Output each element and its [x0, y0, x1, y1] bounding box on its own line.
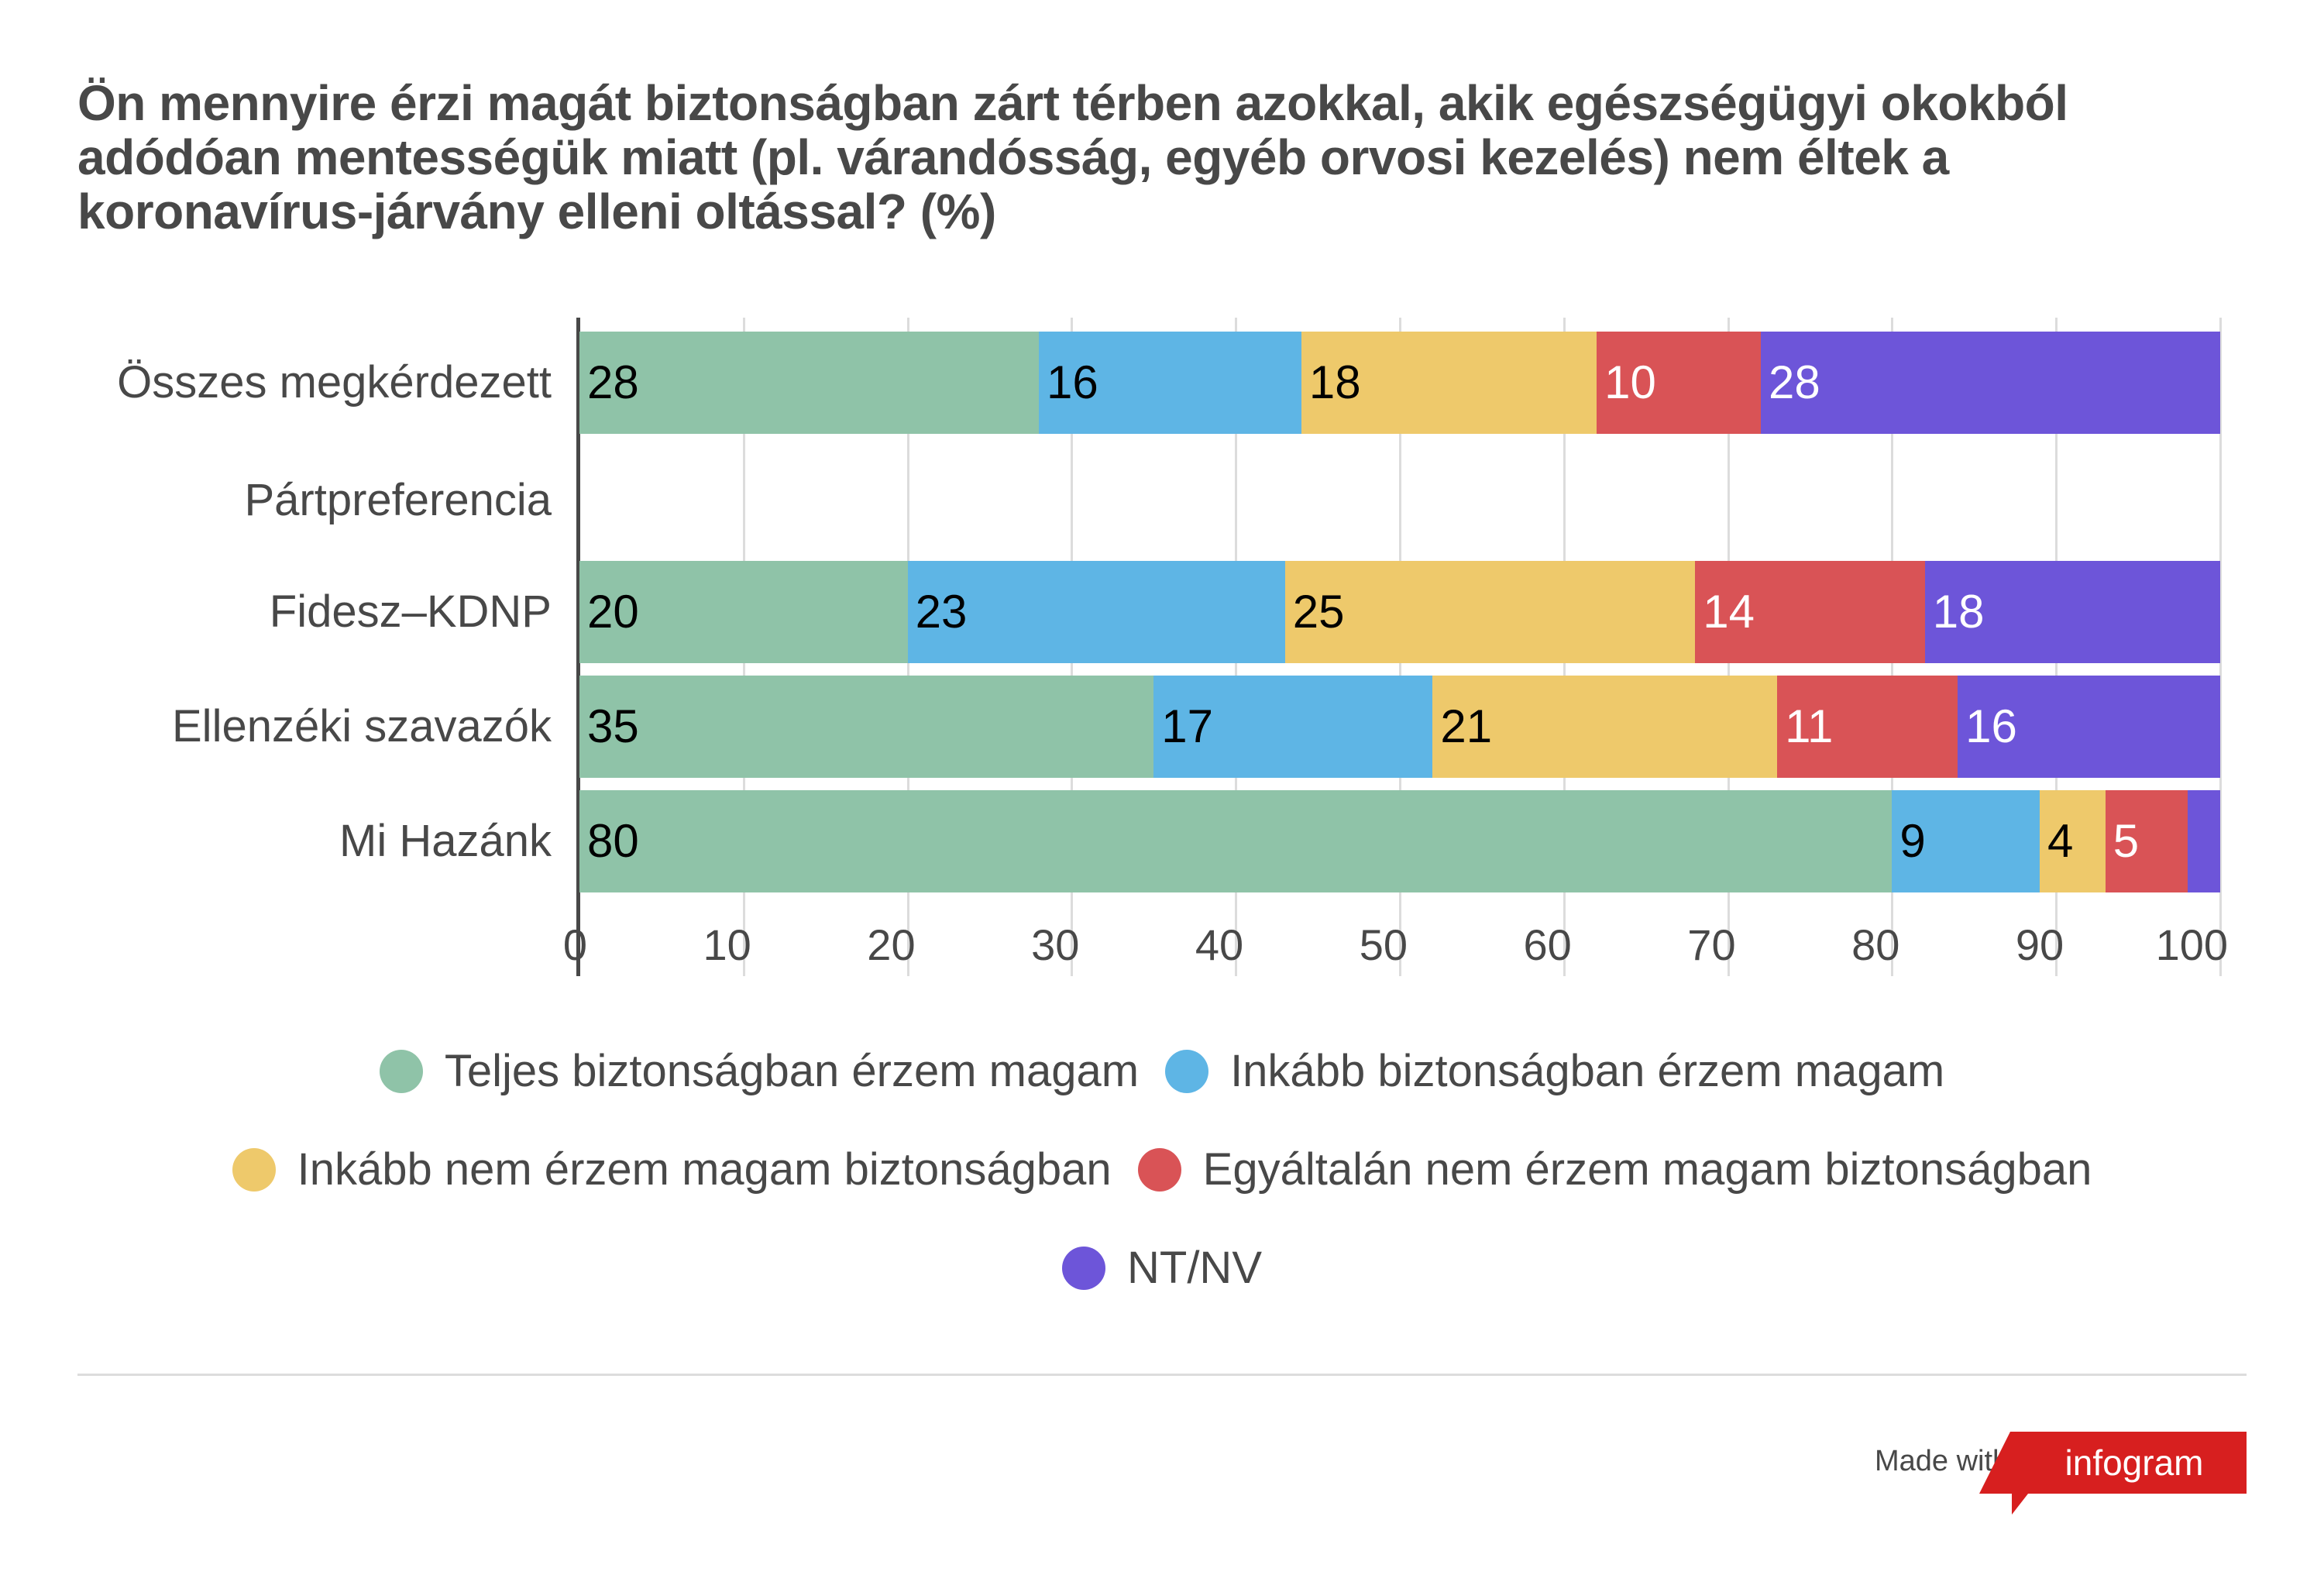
bar-value-label: 4	[2047, 815, 2074, 867]
x-tick-label: 80	[1851, 920, 1900, 969]
x-tick-label: 20	[867, 920, 916, 969]
legend-dot-icon	[1165, 1050, 1209, 1093]
made-with-text: Made with	[1875, 1445, 2009, 1477]
x-tick-label: 10	[703, 920, 751, 969]
bar-segment[interactable]	[907, 561, 1285, 663]
legend-label: NT/NV	[1127, 1243, 1262, 1293]
bar-segment[interactable]	[1760, 332, 2220, 434]
logo-text: infogram	[2065, 1443, 2204, 1483]
bar-segment[interactable]	[1924, 561, 2220, 663]
bar-segment[interactable]	[1153, 676, 1433, 778]
bar-value-label: 80	[587, 815, 639, 867]
bar-value-label: 16	[1965, 700, 2017, 752]
bar-segment[interactable]	[2105, 790, 2188, 892]
bar-value-label: 5	[2113, 815, 2140, 867]
infogram-logo-icon: infogram	[1979, 1432, 2247, 1515]
legend-dot-icon	[232, 1148, 276, 1192]
bar-value-label: 28	[1768, 356, 1820, 408]
legend-row-1: Teljes biztonságban érzem magam Inkább b…	[0, 1044, 2324, 1099]
bar-segment[interactable]	[1695, 561, 1925, 663]
bar-value-label: 28	[587, 356, 639, 408]
x-tick-label: 40	[1195, 920, 1244, 969]
bar-segment[interactable]	[1777, 676, 1958, 778]
x-tick-label: 100	[2155, 920, 2228, 969]
bar-segment[interactable]	[1432, 676, 1778, 778]
bar-segment[interactable]	[2187, 790, 2220, 892]
bar-value-label: 18	[1308, 356, 1361, 408]
bar-segment[interactable]	[1892, 790, 2040, 892]
legend-row-3: NT/NV	[0, 1241, 2324, 1295]
legend-dot-icon	[379, 1050, 423, 1093]
bar-value-label: 11	[1785, 700, 1834, 752]
legend-label: Inkább biztonságban érzem magam	[1230, 1046, 1945, 1096]
bar-segment[interactable]	[579, 676, 1154, 778]
bar-value-label: 16	[1047, 356, 1098, 408]
bar-value-label: 18	[1932, 586, 1985, 638]
x-tick-label: 60	[1523, 920, 1572, 969]
bar-value-label: 23	[915, 586, 968, 638]
bar-segment[interactable]	[1958, 676, 2220, 778]
bar-value-label: 10	[1604, 356, 1656, 408]
x-tick-label: 50	[1359, 920, 1408, 969]
bar-segment[interactable]	[579, 790, 1893, 892]
legend-item[interactable]: Teljes biztonságban érzem magam	[379, 1044, 1140, 1099]
category-label: Pártpreferencia	[244, 475, 552, 525]
bar-segment[interactable]	[1039, 332, 1301, 434]
y-axis-line	[576, 318, 580, 976]
bar-segment[interactable]	[579, 332, 1040, 434]
bar-value-label: 35	[587, 700, 639, 752]
bar-value-label: 9	[1899, 815, 1926, 867]
bar-value-label: 17	[1161, 700, 1214, 752]
legend-dot-icon	[1062, 1247, 1105, 1290]
category-label: Ellenzéki szavazók	[172, 701, 552, 751]
x-tick-label: 70	[1687, 920, 1736, 969]
category-label: Összes megkérdezett	[117, 357, 552, 408]
bar-value-label: 25	[1292, 586, 1345, 638]
legend-row-2: Inkább nem érzem magam biztonságban Egyá…	[0, 1143, 2324, 1197]
category-label: Fidesz–KDNP	[269, 586, 552, 637]
bar-segment[interactable]	[579, 561, 908, 663]
bar-segment[interactable]	[2040, 790, 2106, 892]
bar-value-label: 20	[587, 586, 639, 638]
x-tick-label: 0	[562, 920, 587, 969]
bar-value-label: 14	[1703, 586, 1755, 638]
legend-item[interactable]: NT/NV	[1062, 1241, 1262, 1295]
legend-label: Teljes biztonságban érzem magam	[444, 1046, 1140, 1096]
bar-segment[interactable]	[1301, 332, 1597, 434]
bar-segment[interactable]	[1597, 332, 1761, 434]
legend-item[interactable]: Inkább biztonságban érzem magam	[1165, 1044, 1944, 1099]
chart-title: Ön mennyire érzi magát biztonságban zárt…	[77, 75, 2068, 239]
legend-label: Inkább nem érzem magam biztonságban	[297, 1144, 1112, 1195]
legend-item[interactable]: Inkább nem érzem magam biztonságban	[232, 1143, 1112, 1197]
infogram-logo[interactable]: infogram	[1979, 1432, 2250, 1521]
gridline	[2219, 318, 2222, 976]
x-tick-label: 90	[2015, 920, 2064, 969]
bar-value-label: 21	[1440, 700, 1493, 752]
legend-item[interactable]: Egyáltalán nem érzem magam biztonságban	[1137, 1143, 2092, 1197]
legend-label: Egyáltalán nem érzem magam biztonságban	[1202, 1144, 2092, 1195]
legend-dot-icon	[1137, 1148, 1181, 1192]
x-tick-label: 30	[1031, 920, 1080, 969]
footer-divider	[77, 1374, 2247, 1376]
category-label: Mi Hazánk	[339, 816, 552, 866]
bar-segment[interactable]	[1284, 561, 1696, 663]
